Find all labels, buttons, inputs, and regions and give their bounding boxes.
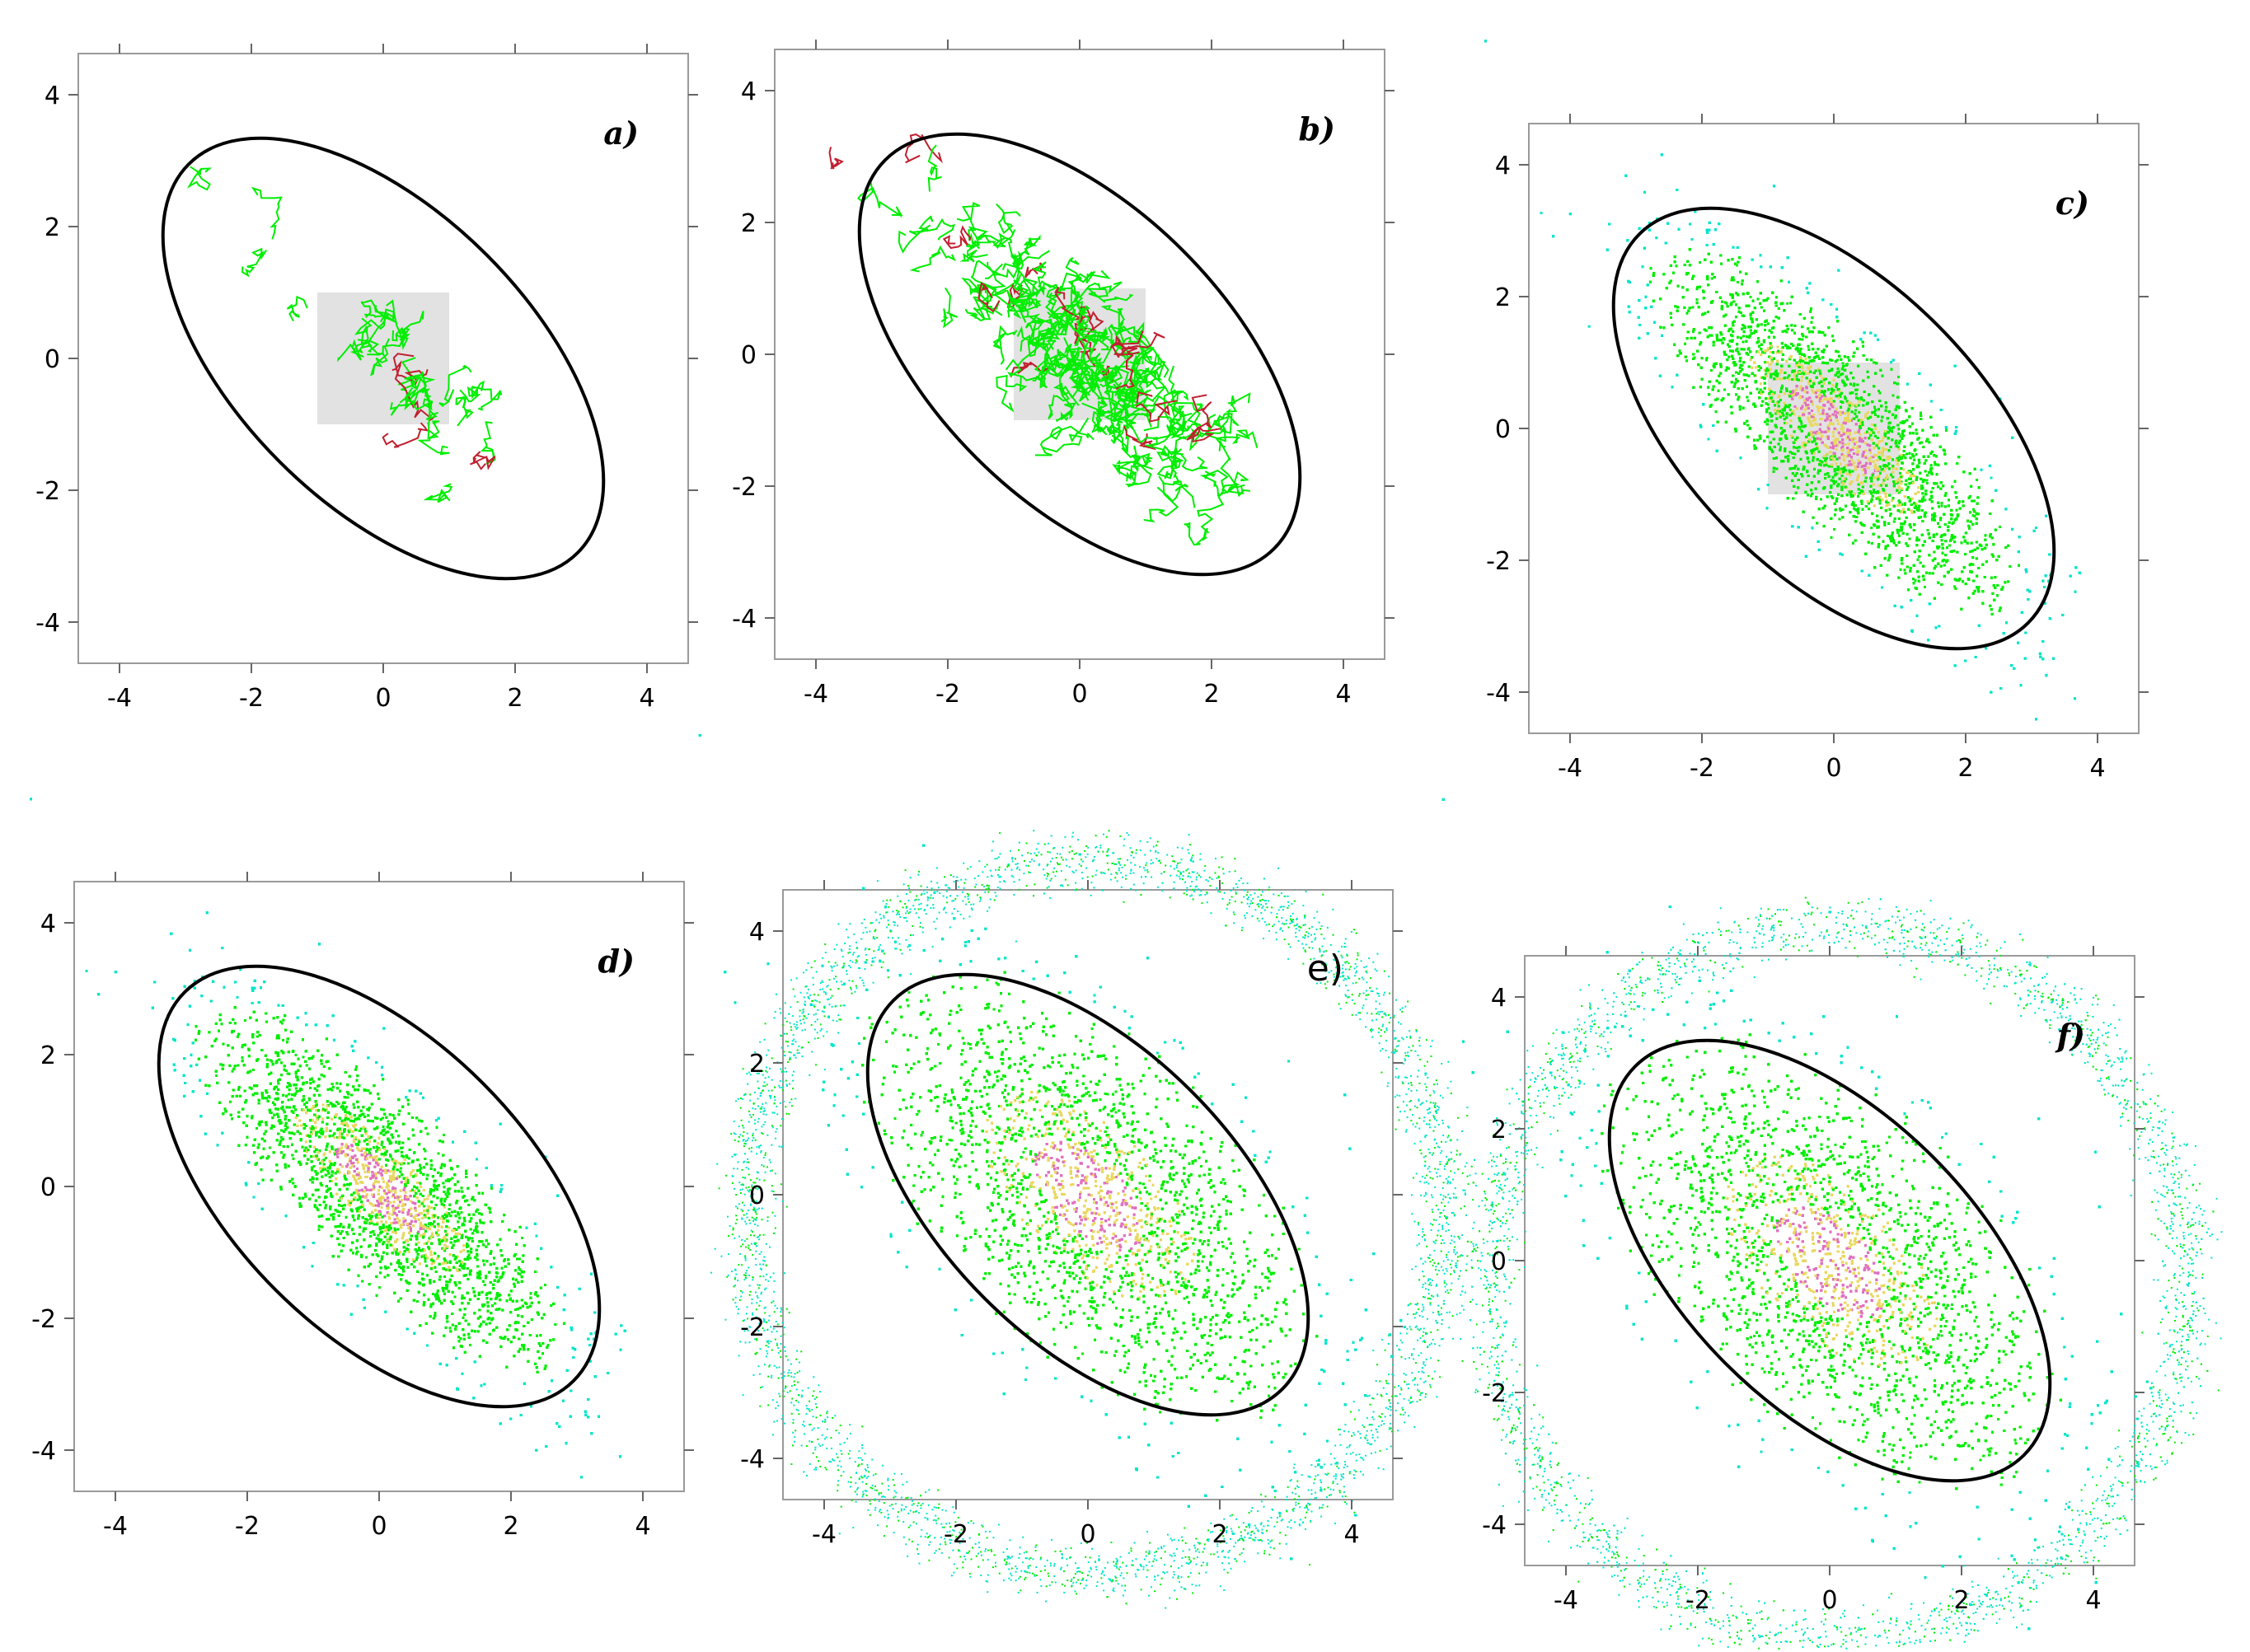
x-tick-label: 2 [1203, 680, 1219, 709]
y-tick-label: 2 [45, 213, 60, 242]
data-point [1941, 505, 1943, 508]
data-point [2035, 526, 2037, 529]
y-tick-label: 0 [45, 345, 60, 374]
y-tick-label: -4 [35, 609, 60, 638]
x-tick-label: -2 [239, 684, 264, 713]
x-tick-label: -4 [107, 684, 132, 713]
data-point [1819, 424, 1821, 426]
data-point [1779, 414, 1781, 416]
data-point [1870, 526, 1873, 529]
y-tick-label: 2 [741, 209, 757, 238]
y-tick-label: -4 [732, 605, 757, 634]
data-point [1786, 302, 1788, 305]
y-tick-label: 4 [45, 82, 60, 110]
x-tick-label: -2 [935, 680, 960, 709]
x-tick-label: 0 [1071, 680, 1087, 709]
data-point [1858, 411, 1860, 414]
x-tick-label: 2 [507, 684, 523, 713]
y-tick-label: 0 [741, 341, 757, 370]
x-tick-label: 4 [1335, 680, 1351, 709]
y-tick-label: -2 [35, 477, 60, 506]
data-point [1841, 554, 1844, 556]
x-tick-label: -4 [804, 680, 828, 709]
panel-label: a) [603, 115, 639, 152]
data-point [1801, 380, 1803, 382]
data-point [1789, 302, 1792, 304]
y-tick-label: -2 [732, 473, 757, 502]
panel-label: b) [1298, 110, 1335, 147]
data-point [1800, 423, 1802, 425]
x-tick-label: 0 [375, 684, 391, 713]
data-point [1588, 325, 1591, 328]
y-tick-label: 4 [741, 77, 757, 106]
x-tick-label: 4 [639, 684, 654, 713]
data-point [1776, 378, 1779, 381]
